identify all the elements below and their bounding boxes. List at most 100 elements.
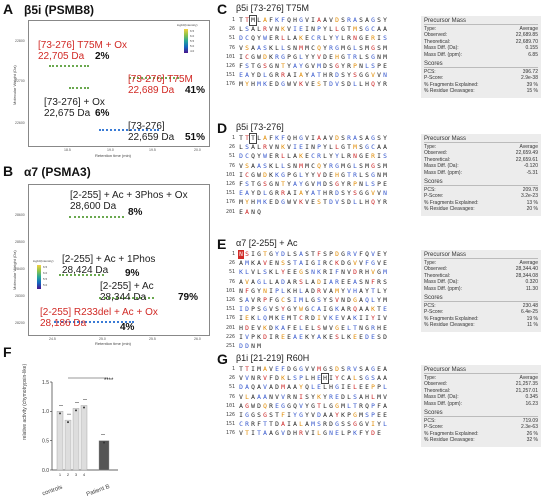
sequence-row: 151 E A Y D L G R R A I A Y A T H R D S Y S G G V V N xyxy=(218,189,388,198)
residue: G xyxy=(257,181,261,189)
residue: P xyxy=(317,144,321,152)
stats-row: Mass Diff. (ppm): 6.85 xyxy=(424,52,538,58)
residue: M xyxy=(377,393,381,401)
stats-label: P-Score: xyxy=(424,75,444,82)
residue: S xyxy=(245,162,249,170)
sequence-row: 201 H D E V K D K A F E L E L S W V G E L T N G R H E xyxy=(218,324,388,333)
residue: V xyxy=(245,375,249,383)
residue: E xyxy=(317,384,321,392)
residue: R xyxy=(257,297,261,305)
residue: A xyxy=(323,135,327,142)
residue: S xyxy=(353,72,357,80)
residue: Y xyxy=(335,35,339,43)
residue: D xyxy=(335,135,339,142)
panel-a-letter: A xyxy=(3,1,14,17)
residue: R xyxy=(329,44,333,52)
residue: T xyxy=(251,63,255,71)
stats-label: % Residue Cleavages: xyxy=(424,437,475,444)
residue: D xyxy=(275,199,279,207)
residue: Y xyxy=(341,287,345,295)
residue: R xyxy=(317,153,321,161)
residue: F xyxy=(257,421,261,429)
residue: D xyxy=(311,315,315,323)
stats-row: Mass Diff. (ppm): 11.30 xyxy=(424,286,538,292)
residue: F xyxy=(317,251,321,258)
stats-label: P-Score: xyxy=(424,309,444,316)
residue: E xyxy=(347,384,351,392)
residue: D xyxy=(281,251,285,258)
residue: I xyxy=(371,421,375,429)
sequence-row: 151 C R R F T T D A I A L A M S R D G S S G G V I Y L xyxy=(218,420,388,429)
residue: C xyxy=(311,306,315,314)
residue: Y xyxy=(329,35,333,43)
residue: D xyxy=(323,63,327,71)
stats-value: 21,257.01 xyxy=(515,387,538,394)
residue: N xyxy=(383,190,387,198)
residue: V xyxy=(365,421,369,429)
data-point xyxy=(67,421,69,424)
residue: A xyxy=(317,306,321,314)
residue: D xyxy=(335,190,339,198)
residue: L xyxy=(353,384,357,392)
residue: S xyxy=(263,44,267,52)
residue: S xyxy=(245,44,249,52)
residue: G xyxy=(353,421,357,429)
residue: T xyxy=(311,251,315,258)
residue: A xyxy=(269,430,273,438)
row-number: 76 xyxy=(228,278,235,285)
residue: M xyxy=(299,297,303,305)
residue: K xyxy=(269,162,273,170)
row-number: 151 xyxy=(225,72,235,79)
stats-value: Average xyxy=(519,26,538,32)
sequence-row: 226 I V P K D I R E E A E K Y A K E S L K E E D E S D xyxy=(218,333,388,342)
residue: V xyxy=(359,260,363,268)
residue: C xyxy=(311,162,315,170)
residue: C xyxy=(245,53,249,61)
residue: S xyxy=(359,26,363,34)
stats-value: 209.78 xyxy=(522,187,538,194)
residue: R xyxy=(347,306,351,314)
stats-label: Mass Diff. (Da): xyxy=(424,163,459,170)
residue: D xyxy=(353,269,357,277)
residue: S xyxy=(383,35,387,43)
residue: D xyxy=(335,17,339,24)
residue: G xyxy=(365,144,369,152)
residue: N xyxy=(377,171,381,179)
stats-label: P-Score: xyxy=(424,193,444,200)
residue: L xyxy=(281,162,285,170)
residue: L xyxy=(323,35,327,43)
row-number: 101 xyxy=(225,402,235,409)
stats-label: % Fragments Explained: xyxy=(424,81,479,88)
stats-value: 15 % xyxy=(526,88,538,95)
residue: M xyxy=(317,63,321,71)
residue: V xyxy=(305,366,309,373)
sequence-row: 51 K L V L S K L Y E E G S N K R I F N V D R H V G M xyxy=(218,268,388,277)
stats-header: Scores xyxy=(424,61,538,69)
residue: V xyxy=(335,297,339,305)
residue: E xyxy=(275,402,279,410)
residue: S xyxy=(305,269,309,277)
residue: S xyxy=(335,333,339,341)
residue: R xyxy=(359,269,363,277)
residue: A xyxy=(305,287,309,295)
data-point xyxy=(103,441,105,444)
stats-value: 22,659.61 xyxy=(515,156,538,163)
residue: N xyxy=(293,44,297,52)
row-number: 151 xyxy=(225,306,235,313)
residue: L xyxy=(281,44,285,52)
residue: I xyxy=(377,315,381,323)
stats-row: Theoretical: 22,689.70 xyxy=(424,39,538,45)
residue: R xyxy=(329,162,333,170)
residue: G xyxy=(263,306,267,314)
residue: T xyxy=(257,430,261,438)
panel-b-plot: log10(Intensity) 6.5 6.0 5.5 5.0 28600 2… xyxy=(15,184,210,341)
residue: L xyxy=(365,181,369,189)
residue: P xyxy=(275,287,279,295)
residue: R xyxy=(383,81,387,89)
residue: L xyxy=(257,269,261,277)
residue: K xyxy=(263,81,267,89)
residue: I xyxy=(311,135,315,142)
residue: R xyxy=(353,171,357,179)
residue: G xyxy=(245,402,249,410)
residue: D xyxy=(275,421,279,429)
